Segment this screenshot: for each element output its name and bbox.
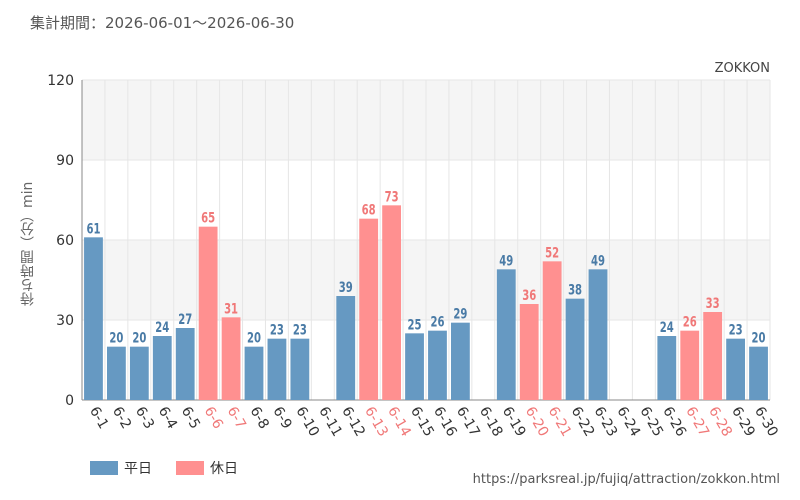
x-tick-label: 6-23 [591,404,621,440]
x-tick-label: 6-7 [224,404,249,432]
x-tick-label: 6-6 [201,404,226,432]
data-label: 29 [453,307,467,323]
bar [450,322,470,400]
x-tick-label: 6-17 [453,404,483,440]
data-label: 20 [109,331,123,347]
source-url[interactable]: https://parksreal.jp/fujiq/attraction/zo… [472,472,780,487]
x-tick-label: 6-1 [86,404,111,432]
x-tick-label: 6-22 [568,404,598,440]
legend: 平日 休日 [90,458,238,478]
legend-label-holiday: 休日 [210,461,238,477]
data-label: 38 [568,283,582,299]
x-tick-label: 6-14 [384,404,414,440]
x-tick-label: 6-16 [430,404,460,440]
data-label: 31 [224,301,238,317]
data-label: 68 [362,203,376,219]
bar [565,298,585,400]
x-tick-label: 6-11 [315,404,345,440]
x-tick-label: 6-25 [636,404,666,440]
period-text: 集計期間：2026-06-01～2026-06-30 [30,14,295,32]
y-tick-label: 0 [65,393,74,409]
data-label: 49 [499,253,513,269]
data-label: 33 [706,296,720,312]
x-tick-label: 6-20 [522,404,552,440]
bar [496,269,516,400]
bar [198,226,218,400]
x-tick-label: 6-2 [109,404,134,432]
bar [359,218,379,400]
legend-item-weekday[interactable]: 平日 [90,458,152,478]
data-label: 36 [522,288,536,304]
bar [519,304,539,400]
data-label: 39 [339,280,353,296]
series-label: ZOKKON [714,61,770,76]
x-tick-label: 6-13 [361,404,391,440]
y-tick-label: 120 [47,73,74,89]
legend-item-holiday[interactable]: 休日 [176,458,238,478]
data-label: 23 [729,323,743,339]
x-tick-label: 6-9 [269,404,294,432]
bar [726,338,746,400]
bar [129,346,149,400]
bar [749,346,768,400]
bar [542,261,562,400]
legend-swatch-holiday [176,461,204,475]
bar [106,346,126,400]
data-label: 49 [591,253,605,269]
x-tick-label: 6-24 [613,404,643,440]
bar [336,296,356,400]
y-tick-label: 90 [56,153,74,169]
y-tick-label: 60 [56,233,74,249]
data-label: 20 [247,331,261,347]
data-label: 27 [178,312,192,328]
legend-label-weekday: 平日 [124,461,152,477]
bar [244,346,264,400]
data-label: 20 [132,331,146,347]
x-tick-label: 6-3 [132,404,157,432]
x-tick-label: 6-12 [338,404,368,440]
bar [152,336,172,400]
bar [657,336,677,400]
bar [703,312,723,400]
bar [428,330,447,400]
x-tick-label: 6-28 [705,404,735,440]
x-tick-label: 6-19 [499,404,529,440]
data-label: 61 [86,221,100,237]
data-label: 52 [545,245,559,261]
bar [175,328,195,400]
y-tick-label: 30 [56,313,74,329]
data-label: 26 [683,315,697,331]
data-label: 23 [270,323,284,339]
x-tick-label: 6-27 [682,404,712,440]
x-tick-label: 6-5 [178,404,203,432]
bar [588,269,608,400]
x-tick-label: 6-26 [659,404,689,440]
x-tick-label: 6-21 [545,404,575,440]
bar [267,338,287,400]
bar [405,333,424,400]
data-label: 24 [155,320,169,336]
data-label: 26 [430,315,444,331]
bar [84,237,103,400]
data-label: 20 [752,331,766,347]
data-label: 24 [660,320,674,336]
bar [221,317,241,400]
x-tick-label: 6-10 [292,404,322,440]
x-tick-label: 6-8 [247,404,272,432]
bar [382,205,402,400]
x-tick-label: 6-18 [476,404,506,440]
bar [290,338,310,400]
x-tick-label: 6-30 [751,404,781,440]
data-label: 73 [385,189,399,205]
x-tick-label: 6-29 [728,404,758,440]
legend-swatch-weekday [90,461,118,475]
bar [680,330,700,400]
x-tick-label: 6-15 [407,404,437,440]
data-label: 25 [408,317,422,333]
data-label: 23 [293,323,307,339]
x-tick-label: 6-4 [155,404,180,432]
data-label: 65 [201,211,215,227]
